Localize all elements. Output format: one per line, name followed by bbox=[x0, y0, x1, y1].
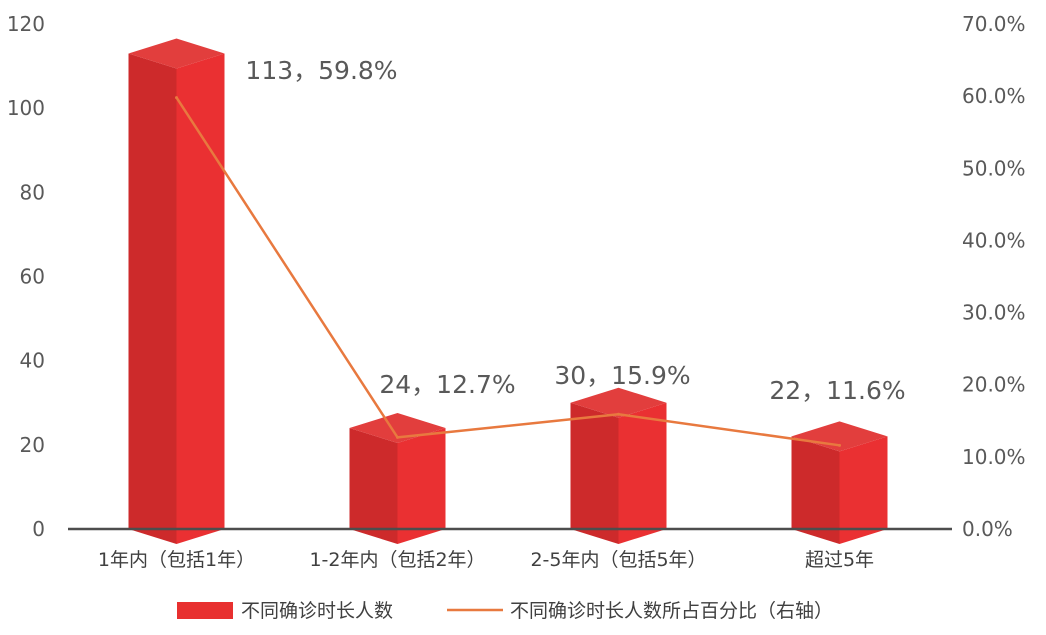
right-axis-tick-label: 60.0% bbox=[962, 84, 1026, 108]
right-axis-tick-label: 40.0% bbox=[962, 228, 1026, 252]
left-axis-tick-label: 40 bbox=[20, 349, 45, 373]
data-label: 22，11.6% bbox=[769, 376, 905, 405]
data-labels: 113，59.8% 24，12.7% 30，15.9% 22，11.6% bbox=[245, 56, 905, 405]
legend-bar-swatch bbox=[177, 602, 233, 619]
legend-line-label: 不同确诊时长人数所占百分比（右轴） bbox=[510, 600, 833, 622]
x-axis-category-labels: 1年内（包括1年） 1-2年内（包括2年） 2-5年内（包括5年） 超过5年 bbox=[98, 549, 874, 571]
bar-series bbox=[128, 38, 888, 544]
bar-right-face bbox=[397, 428, 446, 544]
bar-left-face bbox=[570, 402, 619, 544]
right-axis-tick-label: 20.0% bbox=[962, 373, 1026, 397]
bar-right-face bbox=[618, 402, 667, 544]
bar-right-face bbox=[839, 436, 888, 544]
right-axis-tick-label: 10.0% bbox=[962, 445, 1026, 469]
x-axis-category-label: 2-5年内（包括5年） bbox=[530, 549, 706, 571]
data-label: 30，15.9% bbox=[554, 361, 690, 390]
left-axis-tick-label: 80 bbox=[20, 180, 45, 204]
x-axis-category-label: 1-2年内（包括2年） bbox=[309, 549, 485, 571]
data-label: 24，12.7% bbox=[379, 370, 515, 399]
left-axis-tick-label: 0 bbox=[32, 517, 45, 541]
left-axis-tick-label: 100 bbox=[7, 96, 45, 120]
left-y-axis: 0 20 40 60 80 100 120 bbox=[7, 12, 45, 541]
bar bbox=[570, 387, 667, 544]
bar-right-face bbox=[176, 53, 225, 544]
line-point bbox=[617, 412, 620, 416]
percentage-line bbox=[175, 96, 840, 447]
right-axis-tick-label: 50.0% bbox=[962, 156, 1026, 180]
bar bbox=[128, 38, 225, 544]
legend-bar-label: 不同确诊时长人数 bbox=[241, 600, 393, 622]
right-y-axis: 0.0% 10.0% 20.0% 30.0% 40.0% 50.0% 60.0% 70.0% bbox=[962, 12, 1026, 541]
left-axis-tick-label: 60 bbox=[20, 265, 45, 289]
bar-top-face bbox=[128, 38, 225, 69]
bar-top-face bbox=[791, 421, 888, 452]
line-point bbox=[396, 435, 399, 439]
left-axis-tick-label: 120 bbox=[7, 12, 45, 36]
bar-left-face bbox=[349, 428, 398, 544]
legend: 不同确诊时长人数 不同确诊时长人数所占百分比（右轴） bbox=[177, 600, 833, 622]
bar-left-face bbox=[128, 53, 177, 544]
data-label: 113，59.8% bbox=[245, 56, 397, 85]
bar bbox=[791, 421, 888, 544]
bar bbox=[349, 413, 446, 544]
bar-left-face bbox=[791, 436, 840, 544]
x-axis-category-label: 超过5年 bbox=[805, 549, 874, 571]
percentage-line-series bbox=[175, 96, 841, 447]
right-axis-tick-label: 30.0% bbox=[962, 301, 1026, 325]
right-axis-tick-label: 0.0% bbox=[962, 517, 1013, 541]
line-point bbox=[838, 443, 841, 447]
left-axis-tick-label: 20 bbox=[20, 433, 45, 457]
x-axis-category-label: 1年内（包括1年） bbox=[98, 549, 255, 571]
right-axis-tick-label: 70.0% bbox=[962, 12, 1026, 36]
bar-top-face bbox=[570, 387, 667, 418]
line-point bbox=[175, 96, 178, 100]
